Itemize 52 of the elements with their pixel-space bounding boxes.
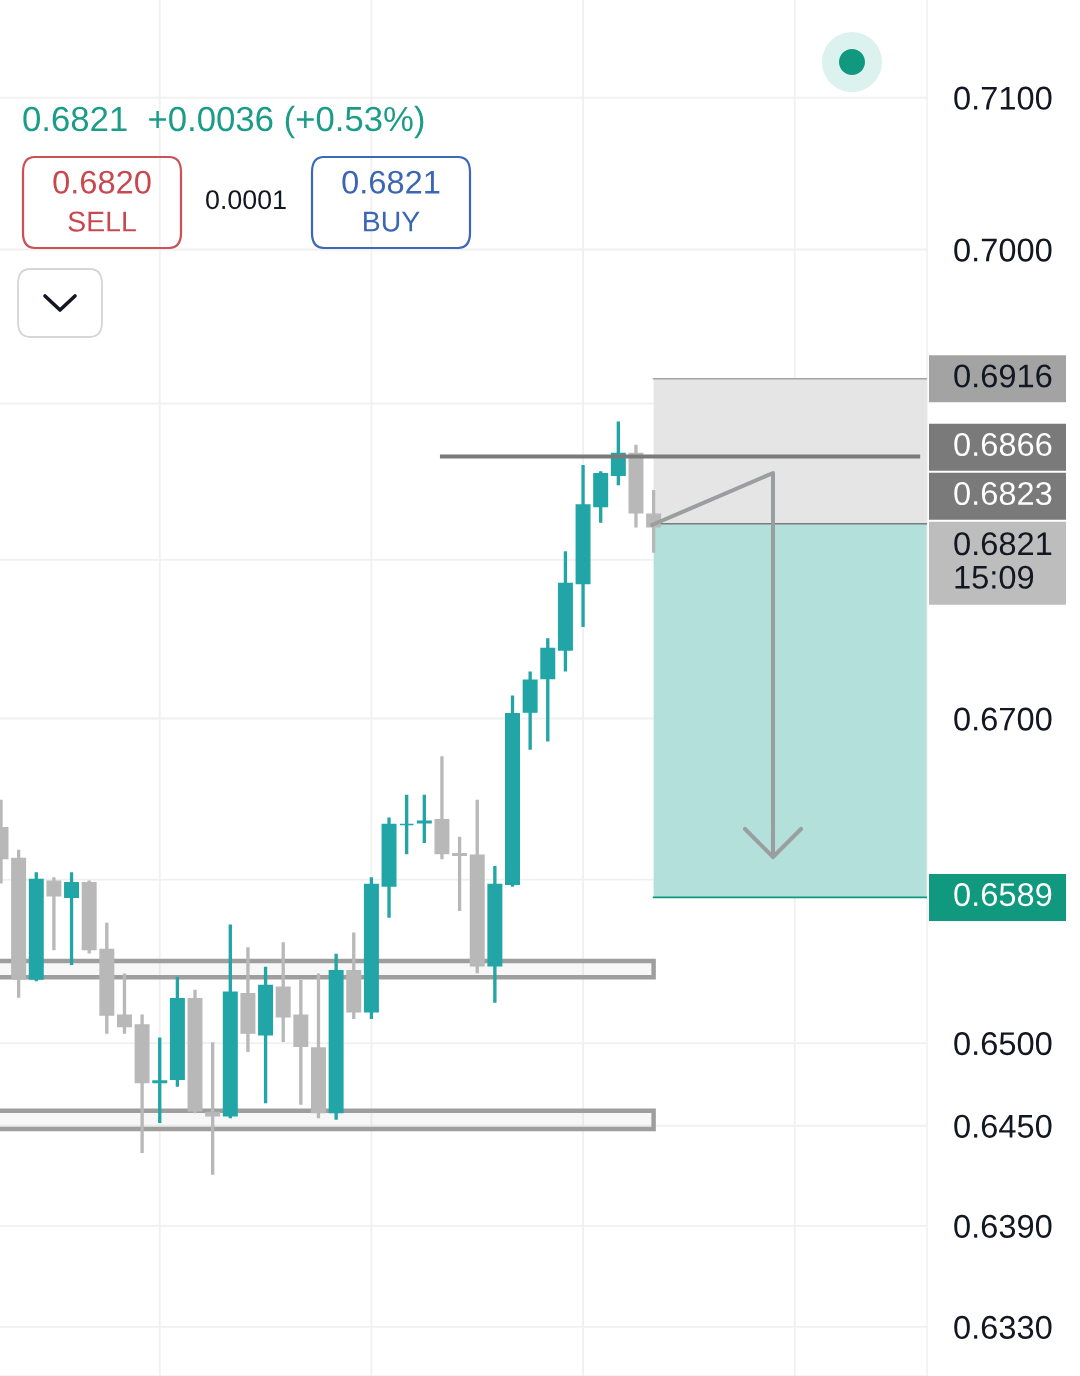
candlestick [28, 872, 44, 982]
candlestick [134, 1014, 150, 1154]
candlestick [434, 756, 450, 860]
candlestick [522, 671, 538, 750]
candlestick [487, 865, 503, 1003]
candlestick [205, 1042, 221, 1175]
candlestick [628, 444, 644, 528]
candlestick [152, 1037, 168, 1124]
candlestick [346, 932, 362, 1020]
candlestick [64, 872, 80, 965]
candlestick [11, 849, 27, 998]
candlestick [363, 877, 379, 1020]
candlestick [240, 947, 256, 1052]
annotation: 0.0001 [206, 190, 286, 210]
candlestick [593, 471, 609, 523]
candlestick [452, 836, 468, 912]
y-tick-label: 0.7000 [954, 238, 1052, 262]
annotation: 0.6821 [342, 170, 440, 194]
candlestick [381, 817, 397, 918]
candlestick [275, 942, 291, 1043]
candlestick [258, 966, 274, 1104]
candlestick [222, 924, 238, 1119]
candlestick [540, 638, 556, 742]
annotation: BUY [364, 211, 420, 232]
y-tick-label: 0.6500 [954, 1032, 1052, 1056]
annotation: 0.6820 [53, 170, 151, 194]
ref-line-label: 0.6916 [954, 364, 1052, 388]
candlestick [99, 922, 115, 1034]
candlestick [575, 465, 591, 627]
candlestick [169, 976, 185, 1087]
candlestick [557, 551, 573, 672]
candlestick [328, 953, 344, 1120]
candlestick [469, 799, 485, 974]
candlestick [293, 979, 309, 1105]
candlestick [416, 794, 432, 843]
candlestick [46, 877, 62, 951]
ref-line-label: 0.6589 [954, 883, 1052, 907]
candlestick [116, 973, 132, 1034]
candlestick [81, 880, 97, 954]
text: 0.6821 15:09 [954, 532, 1052, 589]
y-tick-label: 0.6700 [954, 707, 1052, 731]
candlestick [505, 695, 520, 887]
legend-label: 0.6823 [954, 482, 1052, 506]
annotation: SELL [68, 211, 136, 232]
y-tick-label: 0.7100 [954, 86, 1052, 110]
y-tick-label: 0.6390 [954, 1214, 1052, 1238]
y-tick-label: 0.6330 [954, 1315, 1052, 1339]
y-tick-label: 0.6450 [954, 1114, 1052, 1138]
text: 0.6821 +0.0036 (+0.53%) [23, 105, 424, 139]
candlestick [311, 973, 326, 1119]
data-label: 0.6866 [954, 433, 1052, 457]
candlestick [187, 989, 203, 1114]
